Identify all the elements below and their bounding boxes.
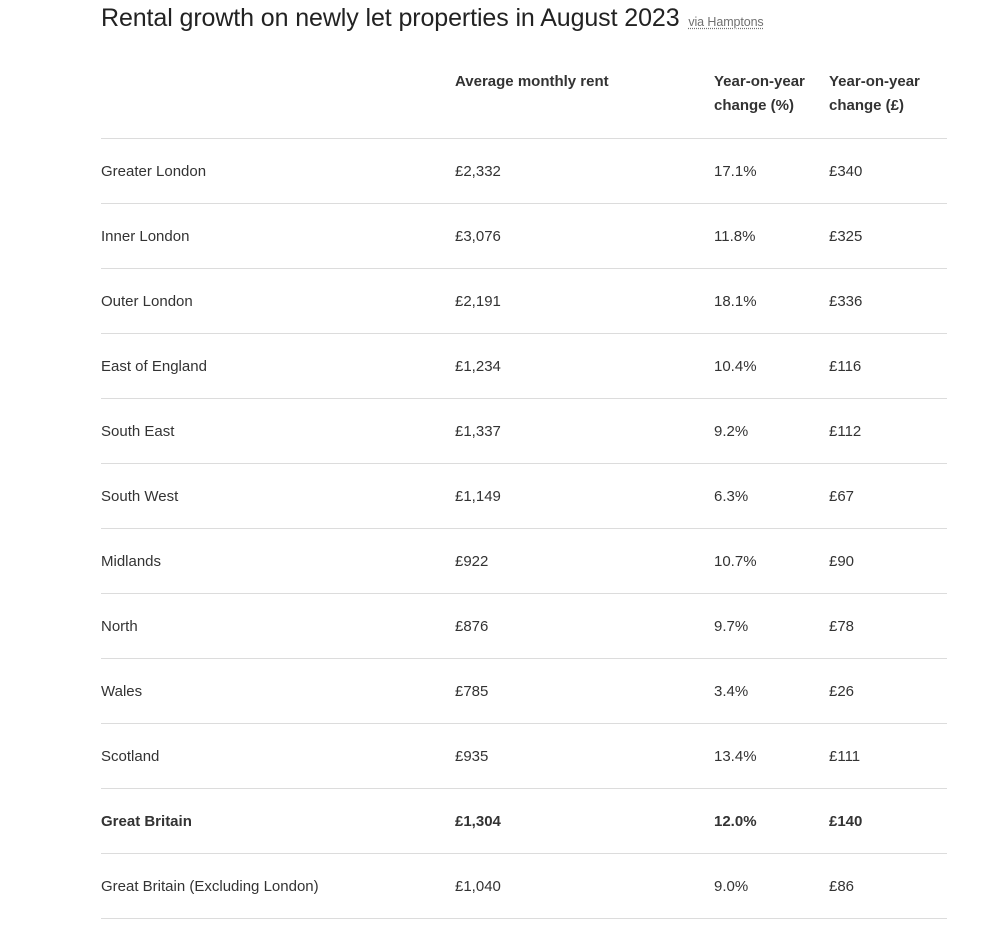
yoy-percent-cell: 9.7% (714, 593, 829, 659)
rent-cell: £1,040 (455, 853, 714, 919)
yoy-pounds-cell: £325 (829, 203, 947, 269)
yoy-pounds-cell: £340 (829, 138, 947, 204)
header-yoy-percent: Year-on-year change (%) (714, 70, 829, 139)
yoy-pounds-cell: £111 (829, 723, 947, 789)
table-row: East of England £1,234 10.4% £116 (101, 333, 947, 399)
region-cell: Inner London (101, 203, 455, 269)
source-link[interactable]: via Hamptons (688, 15, 764, 29)
yoy-pounds-cell: £67 (829, 463, 947, 529)
region-cell: East of England (101, 333, 455, 399)
table-row: South West £1,149 6.3% £67 (101, 463, 947, 529)
header-region (101, 70, 455, 139)
yoy-pounds-cell: £78 (829, 593, 947, 659)
page-title: Rental growth on newly let properties in… (101, 4, 764, 33)
region-cell: South East (101, 398, 455, 464)
region-cell: South West (101, 463, 455, 529)
region-cell: Scotland (101, 723, 455, 789)
region-cell: Greater London (101, 138, 455, 204)
rent-cell: £785 (455, 658, 714, 724)
rent-cell: £1,337 (455, 398, 714, 464)
rent-cell: £2,332 (455, 138, 714, 204)
yoy-percent-cell: 9.2% (714, 398, 829, 464)
yoy-pounds-cell: £112 (829, 398, 947, 464)
yoy-percent-cell: 13.4% (714, 723, 829, 789)
rent-cell: £1,234 (455, 333, 714, 399)
yoy-percent-cell: 11.8% (714, 203, 829, 269)
yoy-percent-cell: 12.0% (714, 788, 829, 854)
rent-cell: £935 (455, 723, 714, 789)
rent-cell: £876 (455, 593, 714, 659)
rent-cell: £922 (455, 528, 714, 594)
title-text: Rental growth on newly let properties in… (101, 4, 680, 32)
table-row: Great Britain (Excluding London) £1,040 … (101, 853, 947, 919)
rent-cell: £1,149 (455, 463, 714, 529)
header-yoy-pounds: Year-on-year change (£) (829, 70, 947, 139)
table-row: Scotland £935 13.4% £111 (101, 723, 947, 789)
yoy-pounds-cell: £336 (829, 268, 947, 334)
table-row: Outer London £2,191 18.1% £336 (101, 268, 947, 334)
yoy-percent-cell: 10.4% (714, 333, 829, 399)
table-row: Wales £785 3.4% £26 (101, 658, 947, 724)
region-cell: Wales (101, 658, 455, 724)
region-cell: Great Britain (Excluding London) (101, 853, 455, 919)
yoy-percent-cell: 6.3% (714, 463, 829, 529)
yoy-percent-cell: 3.4% (714, 658, 829, 724)
yoy-pounds-cell: £140 (829, 788, 947, 854)
region-cell: Midlands (101, 528, 455, 594)
table-row: South East £1,337 9.2% £112 (101, 398, 947, 464)
yoy-percent-cell: 9.0% (714, 853, 829, 919)
yoy-percent-cell: 17.1% (714, 138, 829, 204)
total-row: Great Britain £1,304 12.0% £140 (101, 788, 947, 854)
yoy-pounds-cell: £26 (829, 658, 947, 724)
yoy-percent-cell: 18.1% (714, 268, 829, 334)
table-row: Inner London £3,076 11.8% £325 (101, 203, 947, 269)
table-row: North £876 9.7% £78 (101, 593, 947, 659)
rent-cell: £2,191 (455, 268, 714, 334)
table-row: Greater London £2,332 17.1% £340 (101, 138, 947, 204)
rent-table: Average monthly rent Year-on-year change… (101, 70, 947, 919)
region-cell: Great Britain (101, 788, 455, 854)
rent-cell: £1,304 (455, 788, 714, 854)
region-cell: Outer London (101, 268, 455, 334)
region-cell: North (101, 593, 455, 659)
rent-cell: £3,076 (455, 203, 714, 269)
yoy-pounds-cell: £86 (829, 853, 947, 919)
yoy-pounds-cell: £116 (829, 333, 947, 399)
yoy-percent-cell: 10.7% (714, 528, 829, 594)
header-average-rent: Average monthly rent (455, 70, 714, 139)
yoy-pounds-cell: £90 (829, 528, 947, 594)
header-row: Average monthly rent Year-on-year change… (101, 70, 947, 139)
table-row: Midlands £922 10.7% £90 (101, 528, 947, 594)
